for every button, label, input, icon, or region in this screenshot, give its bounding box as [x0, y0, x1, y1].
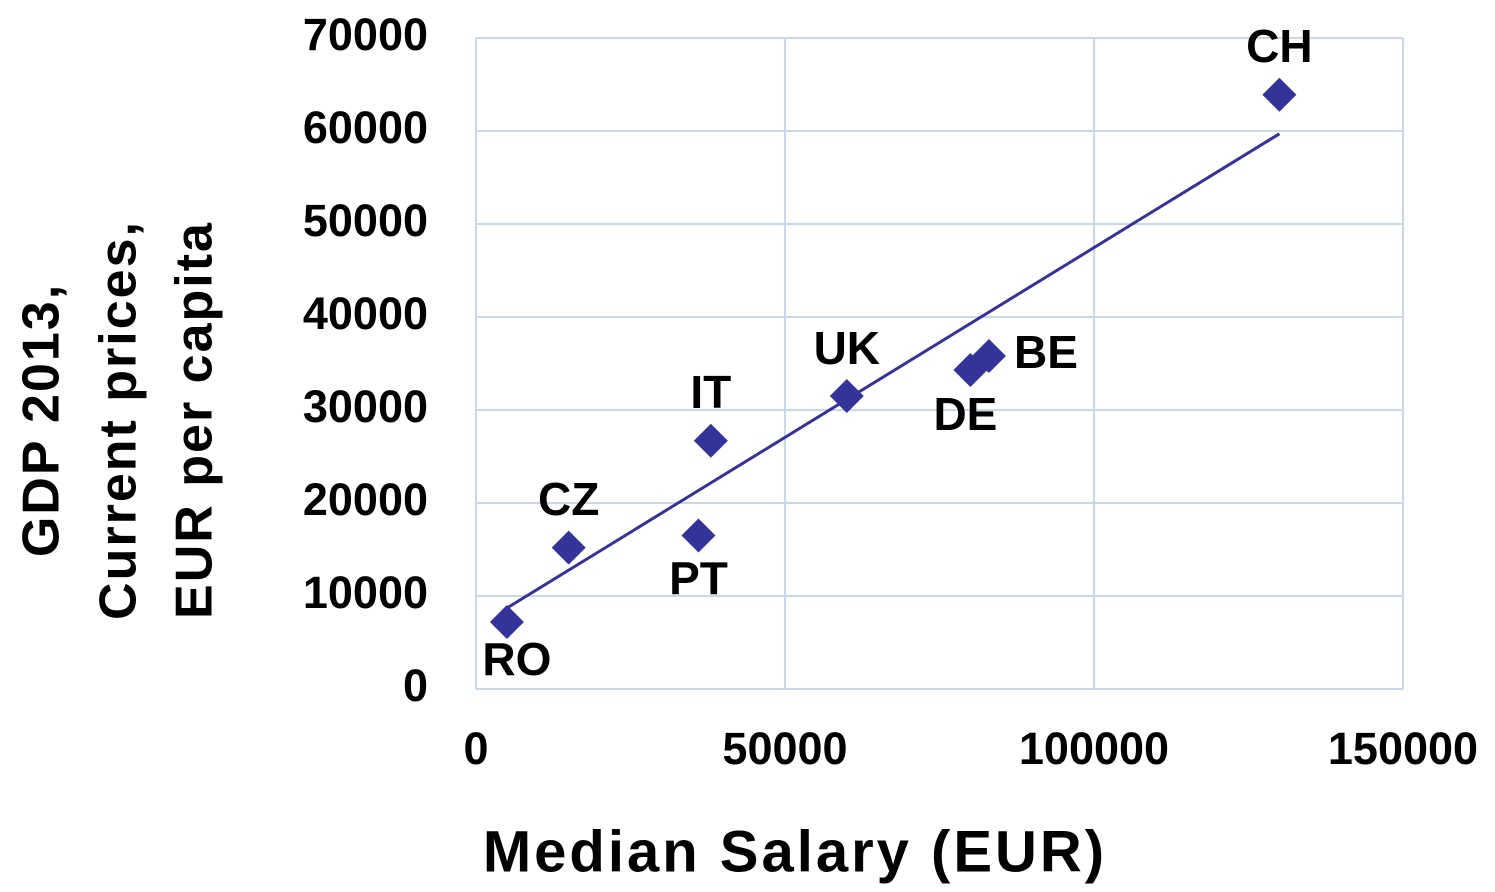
point	[681, 518, 716, 553]
y-tick-label: 70000	[303, 9, 428, 60]
point-label: DE	[933, 388, 997, 440]
point-label: PT	[669, 553, 728, 605]
y-axis-label-line: GDP 2013,	[13, 283, 71, 557]
y-tick-label: 60000	[303, 102, 428, 153]
y-tick-label: 50000	[303, 195, 428, 246]
point-label: IT	[690, 366, 731, 418]
y-tick-label: 40000	[303, 288, 428, 339]
y-axis-label-line: Current prices,	[90, 220, 148, 620]
point	[971, 339, 1006, 374]
x-tick-label: 0	[463, 723, 488, 774]
point	[551, 530, 586, 565]
y-tick-label: 30000	[303, 381, 428, 432]
trend-line	[506, 132, 1281, 610]
y-tick-label: 20000	[303, 474, 428, 525]
x-tick-label: 150000	[1328, 723, 1478, 774]
y-tick-label: 0	[403, 660, 428, 711]
x-tick-label: 100000	[1019, 723, 1169, 774]
point-label: CZ	[538, 473, 599, 525]
y-tick-label: 10000	[303, 567, 428, 618]
y-axis-label-line: EUR per capita	[166, 221, 224, 619]
point-label: RO	[482, 633, 551, 685]
point	[693, 423, 728, 458]
point-label: CH	[1246, 20, 1312, 72]
point	[489, 605, 524, 640]
point-label: UK	[814, 322, 880, 374]
x-tick-label: 50000	[722, 723, 847, 774]
point	[829, 379, 864, 414]
y-axis-label: GDP 2013, Current prices, EUR per capita	[13, 220, 224, 620]
x-axis-label: Median Salary (EUR)	[483, 819, 1107, 884]
point	[1262, 77, 1297, 112]
point-label: BE	[1014, 326, 1078, 378]
